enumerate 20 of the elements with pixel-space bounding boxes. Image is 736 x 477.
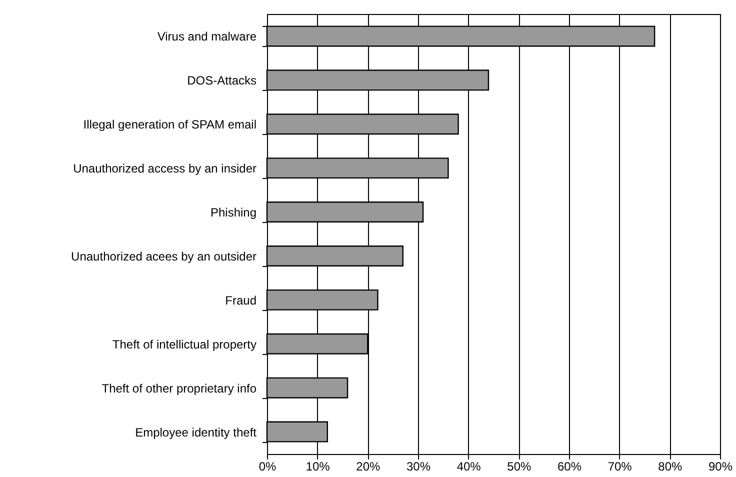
x-tick-label: 10% <box>306 460 330 474</box>
y-tick-label: Virus and malware <box>157 30 257 44</box>
x-tick-label: 80% <box>658 460 682 474</box>
x-tick-label: 70% <box>608 460 632 474</box>
y-tick-label: Phishing <box>210 206 256 220</box>
x-tick-label: 40% <box>456 460 482 474</box>
x-tick-label: 90% <box>708 460 733 474</box>
x-tick-label: 20% <box>356 460 380 474</box>
y-tick-label: Unauthorized acees by an outsider <box>71 249 256 264</box>
x-tick-label: 30% <box>406 460 431 474</box>
y-tick-label: Theft of other proprietary info <box>102 381 257 396</box>
x-tick-label: 50% <box>507 460 532 474</box>
x-tick-label: 0% <box>258 460 276 474</box>
y-tick-label: Theft of intellictual property <box>112 337 256 352</box>
y-tick-label: Illegal generation of SPAM email <box>83 118 256 132</box>
y-tick-label: Fraud <box>225 293 256 308</box>
x-tick-label: 60% <box>557 460 582 474</box>
y-tick-label: Unauthorized access by an insider <box>73 162 256 176</box>
y-tick-label: DOS-Attacks <box>187 74 256 88</box>
y-tick-label: Employee identity theft <box>135 425 258 440</box>
